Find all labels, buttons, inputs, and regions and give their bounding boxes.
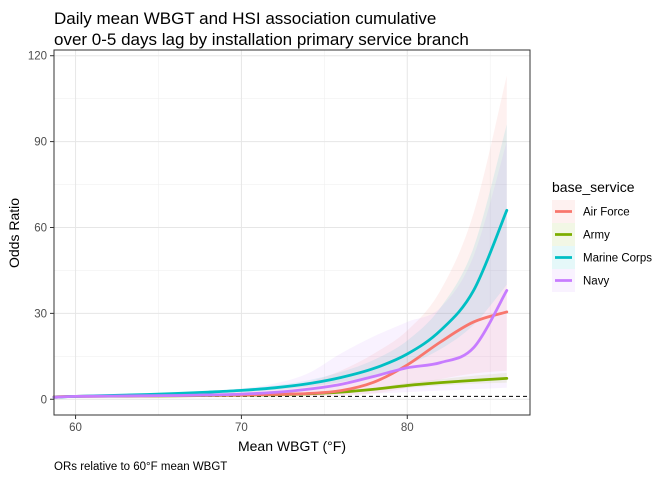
ribbon-air-force xyxy=(54,75,507,398)
y-tick-label-2: 60 xyxy=(34,222,47,234)
line-navy xyxy=(52,289,509,399)
legend: base_service Air Force Army Marine Corps Na… xyxy=(552,179,652,292)
y-axis-title: Odds Ratio xyxy=(6,198,22,268)
legend-label-air-force: Air Force xyxy=(583,207,630,219)
x-tick-label-2: 80 xyxy=(401,422,414,434)
chart-title-line-1: Daily mean WBGT and HSI association cumu… xyxy=(54,9,436,28)
y-tick-label-0: 0 xyxy=(41,394,47,406)
x-tick-label-0: 60 xyxy=(69,422,82,434)
legend-key-army xyxy=(552,223,575,246)
y-tick-label-4: 120 xyxy=(28,51,47,63)
chart-title-line-2: over 0-5 days lag by installation primar… xyxy=(54,30,469,49)
legend-label-marine-corps: Marine Corps xyxy=(583,253,652,265)
x-axis-title: Mean WBGT (°F) xyxy=(238,438,346,454)
legend-label-navy: Navy xyxy=(583,276,609,288)
ribbon-navy xyxy=(54,141,507,398)
legend-key-air-force xyxy=(552,200,575,223)
series-lines xyxy=(52,208,509,399)
plot-panel xyxy=(54,50,530,415)
legend-key-marine-corps xyxy=(552,246,575,269)
grid-minor xyxy=(54,50,530,415)
y-axis-ticks: 0 30 60 90 120 xyxy=(28,51,54,406)
panel-border xyxy=(53,49,531,416)
chart-caption: ORs relative to 60°F mean WBGT xyxy=(54,461,227,473)
legend-key-navy xyxy=(552,269,575,292)
y-tick-label-1: 30 xyxy=(34,308,47,320)
chart-title: Daily mean WBGT and HSI association cumu… xyxy=(54,9,469,49)
legend-label-army: Army xyxy=(583,230,610,242)
x-axis-ticks: 60 70 80 xyxy=(69,415,414,434)
y-tick-label-3: 90 xyxy=(34,137,47,149)
legend-title: base_service xyxy=(552,179,635,195)
x-tick-label-1: 70 xyxy=(235,422,248,434)
